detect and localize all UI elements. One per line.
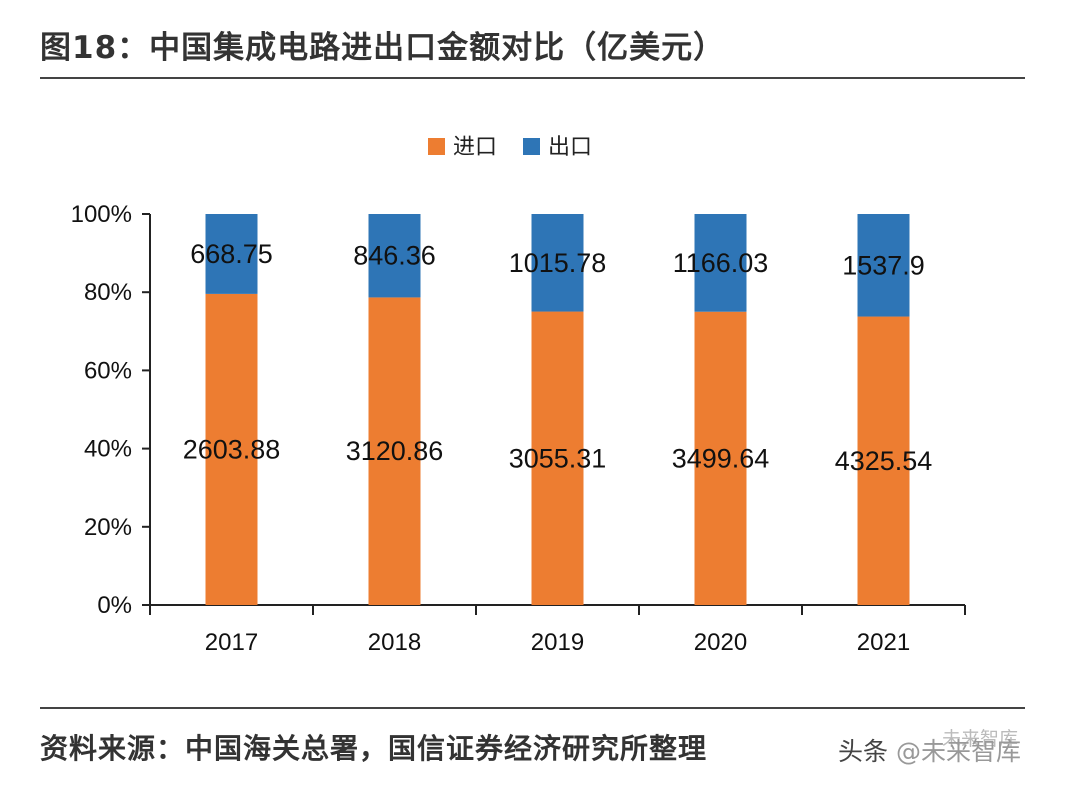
y-tick-label: 20% bbox=[84, 514, 132, 541]
bar-import-2021 bbox=[857, 316, 910, 605]
bar-export-2019 bbox=[531, 214, 584, 312]
bar-import-2020 bbox=[694, 311, 747, 605]
watermark-platform: 头条 bbox=[838, 737, 889, 766]
x-tick-label-2019: 2019 bbox=[531, 629, 584, 656]
bar-export-2021 bbox=[857, 214, 910, 317]
data-label-export-2020: 1166.03 bbox=[673, 248, 769, 278]
bar-import-2018 bbox=[368, 297, 421, 605]
data-label-export-2019: 1015.78 bbox=[509, 248, 607, 278]
y-tick-label: 100% bbox=[71, 201, 132, 228]
y-tick-label: 60% bbox=[84, 357, 132, 384]
stacked-bar-chart: 进口 出口 0% 20% 40% 60% 80% 100% 2603.88 668.75 2017 3… bbox=[71, 135, 966, 656]
bar-export-2017 bbox=[205, 214, 258, 294]
data-label-import-2021: 4325.54 bbox=[835, 446, 933, 476]
x-tick-label-2017: 2017 bbox=[205, 629, 258, 656]
data-label-import-2019: 3055.31 bbox=[509, 443, 607, 473]
chart-title: 图18：中国集成电路进出口金额对比（亿美元） bbox=[40, 30, 726, 66]
watermark-overlay: 未来智库 bbox=[942, 728, 1019, 750]
y-tick-label: 0% bbox=[97, 592, 132, 619]
bar-export-2018 bbox=[368, 214, 421, 298]
source-note: 资料来源：中国海关总署，国信证券经济研究所整理 bbox=[40, 732, 708, 765]
legend-swatch-export bbox=[523, 138, 540, 155]
bar-export-2020 bbox=[694, 214, 747, 312]
legend-swatch-import bbox=[428, 138, 445, 155]
y-tick-label: 80% bbox=[84, 279, 132, 306]
title-divider bbox=[40, 77, 1025, 79]
data-label-export-2021: 1537.9 bbox=[842, 250, 925, 280]
footer-divider bbox=[40, 707, 1025, 709]
legend-label-export: 出口 bbox=[548, 135, 592, 160]
bar-import-2019 bbox=[531, 311, 584, 605]
x-tick-label-2020: 2020 bbox=[694, 629, 747, 656]
x-tick-label-2021: 2021 bbox=[857, 629, 910, 656]
legend-label-import: 进口 bbox=[453, 135, 497, 160]
watermark: 头条 @未来智库 bbox=[838, 732, 1021, 768]
data-label-export-2018: 846.36 bbox=[353, 241, 436, 271]
data-label-export-2017: 668.75 bbox=[190, 239, 273, 269]
x-tick-label-2018: 2018 bbox=[368, 629, 421, 656]
watermark-handle: @未来智库 bbox=[895, 737, 1021, 766]
data-label-import-2020: 3499.64 bbox=[672, 443, 770, 473]
bar-import-2017 bbox=[205, 293, 258, 605]
y-tick-label: 40% bbox=[84, 436, 132, 463]
data-label-import-2017: 2603.88 bbox=[183, 434, 281, 464]
data-label-import-2018: 3120.86 bbox=[346, 436, 444, 466]
